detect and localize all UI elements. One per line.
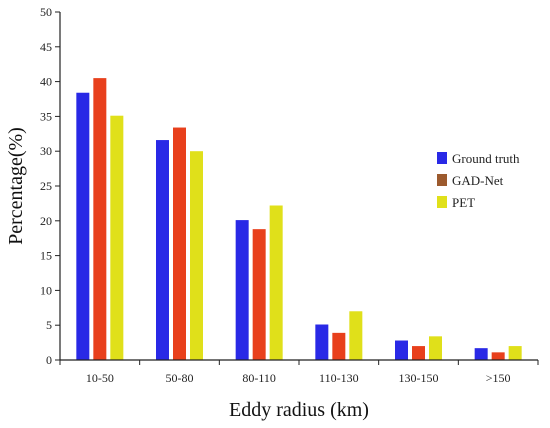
y-tick-label: 30 — [40, 144, 52, 158]
x-tick-label: 130-150 — [399, 371, 439, 385]
bar-gad-net->150 — [491, 352, 505, 360]
y-tick-label: 45 — [40, 40, 52, 54]
bar-group-110-130 — [315, 311, 363, 360]
legend-label-gad-net: GAD-Net — [452, 173, 504, 188]
bar-pet-110-130 — [349, 311, 363, 360]
legend: Ground truth GAD-Net PET — [437, 151, 520, 210]
bar-ground-truth-80-110 — [235, 220, 249, 360]
legend-swatch-ground-truth — [437, 152, 447, 164]
y-ticks: 0 5 10 15 20 25 30 35 40 45 50 — [40, 5, 60, 367]
y-tick-label: 35 — [40, 109, 52, 123]
y-tick-label: 25 — [40, 179, 52, 193]
bar-ground-truth-110-130 — [315, 324, 329, 360]
bar-group->150 — [474, 346, 522, 360]
y-tick-label: 5 — [46, 318, 52, 332]
y-tick-label: 15 — [40, 249, 52, 263]
bar-group-50-80 — [156, 127, 203, 360]
legend-label-pet: PET — [452, 195, 475, 210]
bar-gad-net-110-130 — [332, 332, 346, 360]
legend-label-ground-truth: Ground truth — [452, 151, 520, 166]
bar-ground-truth-50-80 — [156, 140, 169, 360]
x-tick-label: 10-50 — [86, 371, 114, 385]
x-tick-label: 110-130 — [319, 371, 359, 385]
y-tick-label: 40 — [40, 75, 52, 89]
y-tick-label: 10 — [40, 283, 52, 297]
bar-ground-truth->150 — [474, 348, 488, 360]
bar-gad-net-10-50 — [93, 78, 107, 361]
bar-ground-truth-10-50 — [76, 92, 90, 361]
y-tick-label: 0 — [46, 353, 52, 367]
bar-pet-10-50 — [110, 115, 124, 360]
x-tick-label: 80-110 — [242, 371, 276, 385]
bar-gad-net-80-110 — [252, 229, 266, 360]
x-tick-label: >150 — [486, 371, 511, 385]
bar-group-130-150 — [395, 336, 442, 360]
x-tick-label: 50-80 — [166, 371, 194, 385]
x-axis-title: Eddy radius (km) — [229, 399, 369, 421]
bar-ground-truth-130-150 — [395, 340, 408, 360]
y-axis-title: Percentage(%) — [5, 127, 27, 245]
bar-group-80-110 — [235, 205, 283, 360]
y-tick-label: 20 — [40, 214, 52, 228]
bar-groups — [76, 78, 522, 361]
bar-pet->150 — [508, 346, 522, 360]
legend-swatch-gad-net — [437, 174, 447, 186]
bar-gad-net-130-150 — [412, 346, 425, 360]
bar-pet-50-80 — [190, 151, 203, 360]
legend-swatch-pet — [437, 196, 447, 208]
bar-pet-130-150 — [429, 336, 442, 360]
bar-pet-80-110 — [269, 205, 283, 360]
bar-group-10-50 — [76, 78, 124, 361]
x-ticks: 10-50 50-80 80-110 110-130 130-150 >150 — [59, 360, 539, 385]
bar-gad-net-50-80 — [173, 127, 186, 360]
y-tick-label: 50 — [40, 5, 52, 19]
